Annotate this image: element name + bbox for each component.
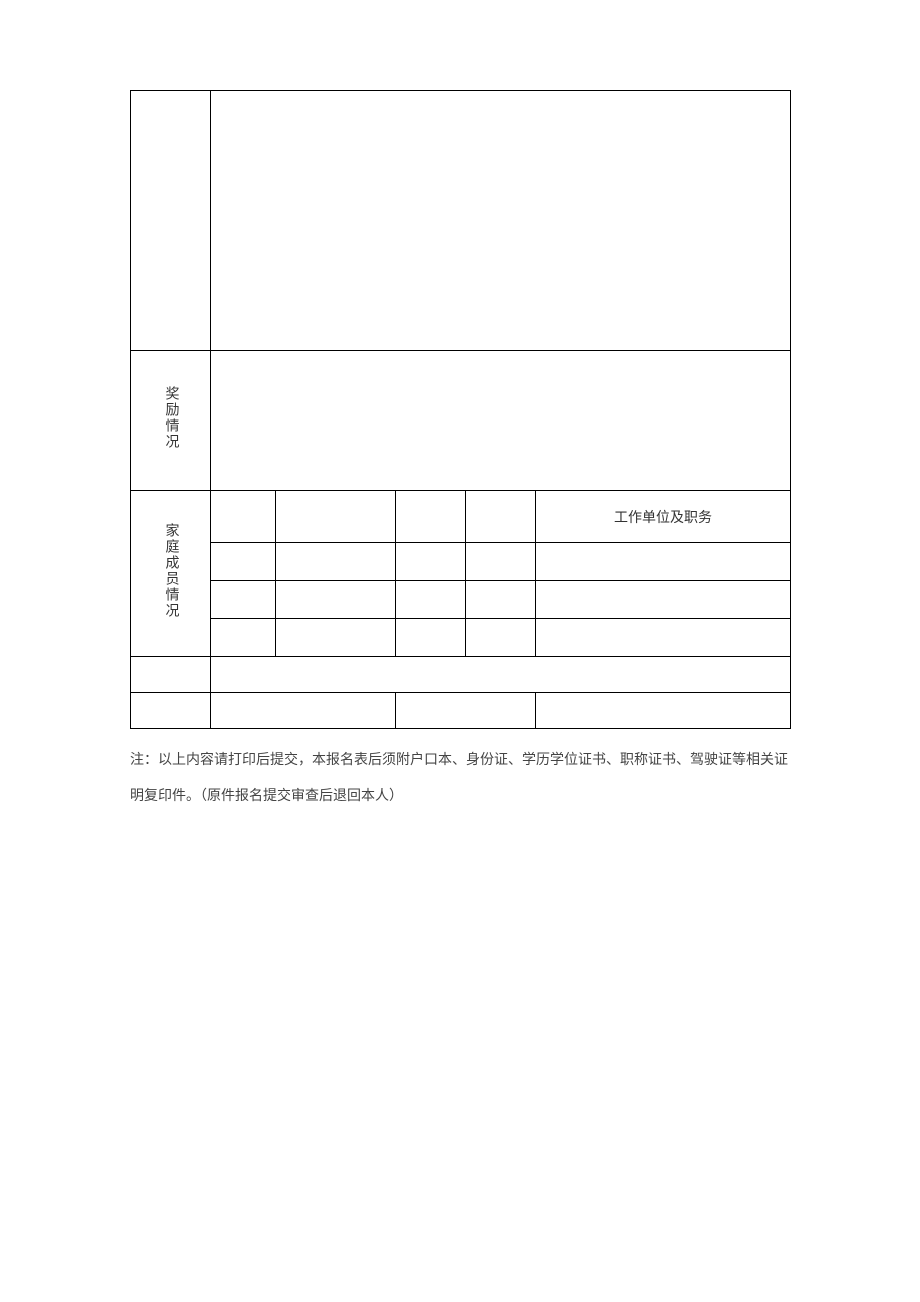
family-row-1 (131, 543, 791, 581)
family-r2-c5 (536, 581, 791, 619)
family-row-3 (131, 619, 791, 657)
family-row-2 (131, 581, 791, 619)
awards-label: 奖励情况 (161, 386, 181, 450)
family-r1-c3 (396, 543, 466, 581)
blank-top-content (211, 91, 791, 351)
bottom-row-2 (131, 693, 791, 729)
awards-label-cell: 奖励情况 (131, 351, 211, 491)
bottom2-c3 (396, 693, 536, 729)
family-r3-c4 (466, 619, 536, 657)
bottom1-label (131, 657, 211, 693)
family-r3-c5 (536, 619, 791, 657)
family-r1-c5 (536, 543, 791, 581)
family-header-row: 家庭成员情况 工作单位及职务 (131, 491, 791, 543)
family-r2-c1 (211, 581, 276, 619)
family-label: 家庭成员情况 (161, 523, 181, 619)
bottom2-c1 (131, 693, 211, 729)
bottom2-c2 (211, 693, 396, 729)
family-r2-c3 (396, 581, 466, 619)
blank-top-row (131, 91, 791, 351)
family-header-col3 (396, 491, 466, 543)
family-header-col5: 工作单位及职务 (536, 491, 791, 543)
footer-note: 注：以上内容请打印后提交，本报名表后须附户口本、身份证、学历学位证书、职称证书、… (130, 743, 790, 816)
awards-row: 奖励情况 (131, 351, 791, 491)
family-label-cell: 家庭成员情况 (131, 491, 211, 657)
bottom1-content (211, 657, 791, 693)
family-r1-c1 (211, 543, 276, 581)
blank-top-label (131, 91, 211, 351)
family-r2-c2 (276, 581, 396, 619)
bottom-row-1 (131, 657, 791, 693)
family-r3-c1 (211, 619, 276, 657)
family-r3-c2 (276, 619, 396, 657)
family-r3-c3 (396, 619, 466, 657)
registration-form-table: 奖励情况 家庭成员情况 工作单位及职务 (130, 90, 791, 729)
family-r1-c4 (466, 543, 536, 581)
family-header-col2 (276, 491, 396, 543)
family-r1-c2 (276, 543, 396, 581)
family-header-col1 (211, 491, 276, 543)
awards-content (211, 351, 791, 491)
family-r2-c4 (466, 581, 536, 619)
family-header-col4 (466, 491, 536, 543)
bottom2-c4 (536, 693, 791, 729)
